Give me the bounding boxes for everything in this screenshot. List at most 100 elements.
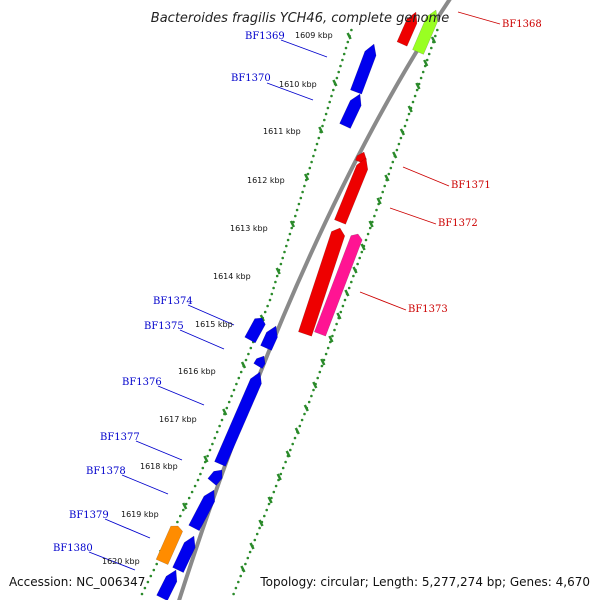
inner-track-dot	[321, 124, 324, 128]
inner-track-dot	[237, 376, 241, 380]
inner-track-dot	[215, 430, 219, 434]
gene-BF1368-arrow	[396, 11, 418, 47]
outer-track-dot	[274, 484, 278, 488]
outer-track-dot	[255, 532, 259, 536]
inner-track-dot	[332, 88, 335, 92]
outer-track-dot	[350, 280, 353, 284]
inner-track-dot	[225, 406, 229, 410]
inner-track-dot	[146, 580, 150, 584]
gene-BF1373-arrow	[314, 233, 363, 337]
gene-label-right[interactable]: BF1372	[438, 218, 478, 229]
kbp-tick-label: 1616 kbp	[178, 367, 216, 376]
outer-track-dot	[312, 388, 315, 392]
leader-line-left	[187, 304, 235, 326]
outer-track-tick	[249, 542, 255, 550]
outer-track-dot	[379, 196, 383, 200]
inner-track-dot	[270, 292, 274, 296]
inner-track-dot	[344, 46, 348, 50]
outer-track-dot	[352, 274, 355, 278]
outer-track-tick	[399, 128, 406, 136]
gene-features	[155, 9, 438, 600]
inner-track-tick	[222, 408, 228, 416]
inner-track-tick	[318, 126, 324, 134]
inner-track-tick	[346, 32, 352, 40]
outer-track-tick	[384, 174, 390, 182]
inner-track-dot	[303, 184, 306, 188]
inner-track-dot	[220, 418, 224, 422]
gene-label-right[interactable]: BF1373	[408, 304, 448, 315]
gene-label-left[interactable]: BF1376	[122, 377, 162, 388]
gene-label-left[interactable]: BF1379	[69, 510, 109, 521]
gene-BF1376a-arrow	[253, 355, 266, 369]
outer-track-dot	[316, 376, 320, 380]
outer-track-dot	[360, 250, 364, 254]
outer-track-dot	[326, 346, 330, 350]
gene-label-left[interactable]: BF1380	[53, 543, 93, 554]
inner-track-dot	[295, 208, 299, 212]
kbp-tick-label: 1612 kbp	[247, 176, 285, 185]
gene-label-left[interactable]: BF1375	[144, 321, 184, 332]
gene-label-left[interactable]: BF1370	[231, 73, 271, 84]
gene-label-left[interactable]: BF1377	[100, 432, 140, 443]
gene-label-right[interactable]: BF1368	[502, 19, 542, 30]
outer-track-dot	[291, 442, 295, 446]
inner-track-dot	[193, 484, 197, 488]
kbp-tick-label: 1620 kbp	[102, 557, 140, 566]
inner-track-tick	[259, 314, 265, 322]
gene-label-left[interactable]: BF1374	[153, 296, 193, 307]
gene-BF1380-arrow	[172, 535, 196, 573]
outer-track-dot	[331, 334, 334, 338]
outer-track-tick	[368, 220, 374, 228]
gene-label-right[interactable]: BF1371	[451, 180, 491, 191]
outer-track-dot	[399, 136, 403, 140]
outer-track-dot	[248, 550, 252, 554]
inner-track-dot	[313, 148, 317, 152]
outer-track-dot	[244, 562, 247, 566]
outer-track-tick	[423, 59, 429, 67]
gene-BF1378-arrow	[188, 489, 215, 532]
gene-BF1369-arrow	[350, 43, 377, 95]
outer-track-dot	[298, 424, 302, 428]
outer-track-dot	[335, 322, 338, 326]
inner-track-dot	[275, 274, 279, 278]
outer-track-dot	[427, 52, 431, 56]
inner-track-dot	[346, 40, 350, 44]
outer-track-tick	[376, 197, 382, 205]
gene-BF1370-arrow	[339, 93, 362, 129]
dotted-tracks	[140, 28, 439, 596]
kbp-tick-label: 1613 kbp	[230, 224, 268, 233]
inner-track-dot	[330, 94, 333, 98]
inner-track-tick	[182, 502, 188, 510]
inner-track-dot	[201, 466, 205, 470]
inner-track-dot	[182, 508, 185, 512]
outer-track-tick	[328, 335, 334, 343]
inner-track-dot	[279, 262, 283, 266]
map-title: Bacteroides fragilis YCH46, complete gen…	[151, 11, 449, 26]
outer-track-dot	[425, 58, 429, 62]
gene-label-left[interactable]: BF1369	[245, 31, 285, 42]
outer-track-tick	[294, 427, 300, 435]
leader-line-left	[280, 39, 328, 58]
outer-track-tick	[336, 312, 342, 320]
inner-track-dot	[206, 454, 209, 458]
outer-track-dot	[419, 76, 423, 80]
outer-track-dot	[263, 514, 266, 518]
inner-track-dot	[227, 400, 231, 404]
outer-track-dot	[436, 28, 439, 32]
inner-track-dot	[184, 502, 188, 506]
outer-track-dot	[341, 304, 345, 308]
inner-track-dot	[213, 436, 217, 440]
outer-track-dot	[391, 160, 395, 164]
inner-track-dot	[230, 394, 233, 398]
inner-track-dot	[149, 574, 153, 578]
inner-track-dot	[326, 106, 330, 110]
leader-line-left	[179, 329, 225, 350]
inner-track-dot	[288, 232, 292, 236]
outer-track-dot	[265, 508, 269, 512]
inner-track-dot	[143, 586, 147, 590]
inner-track-dot	[235, 382, 238, 386]
gene-label-left[interactable]: BF1378	[86, 466, 126, 477]
outer-track-tick	[344, 289, 350, 297]
inner-track-dot	[190, 490, 194, 494]
outer-track-tick	[258, 519, 264, 527]
